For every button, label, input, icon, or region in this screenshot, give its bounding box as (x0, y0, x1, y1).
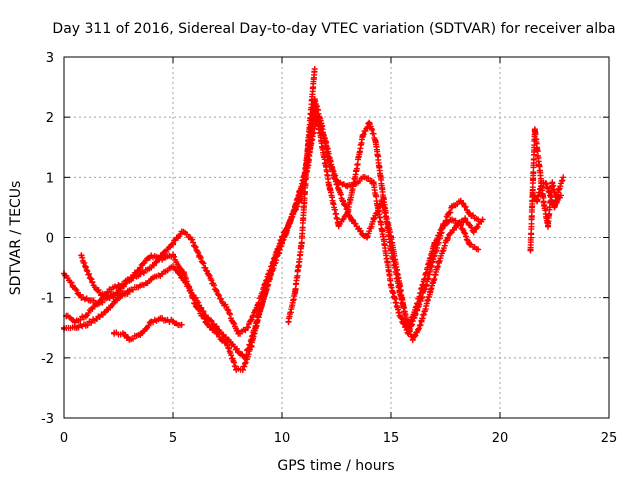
series-markers (527, 126, 563, 254)
y-tick-label: -3 (41, 412, 54, 427)
series-trace-6 (285, 66, 318, 326)
x-axis-label: GPS time / hours (277, 458, 394, 474)
x-tick-label: 25 (601, 431, 618, 446)
y-axis-label: SDTVAR / TECUs (8, 181, 24, 296)
y-tick-label: 1 (46, 171, 54, 186)
series-markers (285, 68, 318, 326)
x-tick-label: 10 (274, 431, 291, 446)
series-markers (63, 103, 480, 337)
series-trace-8 (529, 174, 567, 211)
x-tick-label: 5 (169, 431, 177, 446)
series-trace-4 (111, 314, 185, 343)
y-tick-label: 2 (46, 111, 54, 126)
x-tick-label: 15 (383, 431, 400, 446)
y-axis: -3 -2 -1 0 1 2 3 (41, 51, 609, 427)
data-series (61, 66, 567, 373)
series-trace-5 (78, 252, 133, 302)
x-tick-label: 20 (492, 431, 509, 446)
series-trace-3 (61, 113, 486, 362)
series-markers (78, 252, 131, 302)
plot-frame (63, 56, 610, 419)
y-tick-label: 3 (46, 51, 54, 66)
grid-lines (64, 57, 609, 418)
series-markers (529, 177, 566, 210)
y-tick-label: 0 (46, 232, 54, 247)
chart-title: Day 311 of 2016, Sidereal Day-to-day VTE… (52, 21, 615, 37)
x-axis: 0 5 10 15 20 25 (60, 57, 617, 446)
series-markers (111, 314, 183, 343)
y-tick-label: -1 (41, 292, 54, 307)
series-trace-2 (63, 102, 482, 337)
y-tick-label: -2 (41, 352, 54, 367)
x-tick-label: 0 (60, 431, 68, 446)
